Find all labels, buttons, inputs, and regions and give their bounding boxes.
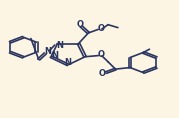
Text: N: N bbox=[51, 51, 58, 60]
Text: O: O bbox=[99, 69, 106, 78]
Text: O: O bbox=[77, 20, 84, 29]
Text: O: O bbox=[98, 51, 105, 59]
Text: O: O bbox=[97, 24, 104, 33]
Text: N: N bbox=[44, 47, 51, 56]
Text: N: N bbox=[56, 41, 63, 50]
Text: N: N bbox=[64, 58, 72, 67]
